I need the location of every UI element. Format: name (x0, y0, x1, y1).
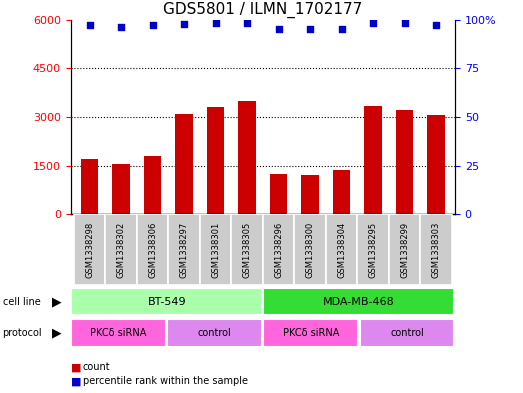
Text: PKCδ siRNA: PKCδ siRNA (90, 328, 147, 338)
Point (211, 19, 220, 26)
Bar (144, 156, 161, 214)
Bar (427, 115, 445, 214)
Bar (200, 214, 231, 285)
Bar (175, 114, 192, 214)
Bar (71, 288, 262, 316)
Bar (264, 319, 358, 347)
Text: ▶: ▶ (52, 327, 61, 340)
Bar (167, 319, 262, 347)
Text: GSM1338299: GSM1338299 (400, 222, 409, 277)
Point (243, 19, 251, 26)
Text: GSM1338306: GSM1338306 (148, 221, 157, 278)
Text: ▶: ▶ (52, 295, 61, 309)
Point (401, 19, 409, 26)
Text: percentile rank within the sample: percentile rank within the sample (83, 376, 247, 386)
Text: cell line: cell line (3, 297, 40, 307)
Text: MDA-MB-468: MDA-MB-468 (323, 297, 395, 307)
Bar (396, 110, 413, 214)
Bar (112, 164, 130, 214)
Text: GSM1338297: GSM1338297 (179, 221, 188, 278)
Bar (359, 319, 454, 347)
Point (306, 26, 314, 33)
Bar (207, 107, 224, 214)
Text: GSM1338300: GSM1338300 (305, 221, 314, 278)
Bar (301, 175, 319, 214)
Bar (71, 319, 166, 347)
Bar (420, 214, 452, 285)
Point (432, 22, 440, 29)
Bar (389, 214, 420, 285)
Point (337, 26, 346, 33)
Text: protocol: protocol (3, 328, 42, 338)
Point (149, 22, 157, 29)
Title: GDS5801 / ILMN_1702177: GDS5801 / ILMN_1702177 (163, 2, 362, 18)
Bar (264, 288, 454, 316)
Text: GSM1338298: GSM1338298 (85, 221, 94, 278)
Bar (74, 214, 105, 285)
Text: count: count (83, 362, 110, 373)
Text: GSM1338296: GSM1338296 (274, 221, 283, 278)
Text: GSM1338295: GSM1338295 (369, 222, 378, 277)
Bar (270, 174, 287, 214)
Text: GSM1338304: GSM1338304 (337, 221, 346, 278)
Text: GSM1338301: GSM1338301 (211, 221, 220, 278)
Text: BT-549: BT-549 (147, 297, 186, 307)
Bar (105, 214, 137, 285)
Bar (333, 171, 350, 214)
Text: GSM1338305: GSM1338305 (243, 221, 252, 278)
Point (369, 19, 377, 26)
Text: control: control (390, 328, 424, 338)
Text: ■: ■ (71, 362, 81, 373)
Bar (231, 214, 263, 285)
Bar (357, 214, 389, 285)
Text: ■: ■ (71, 376, 81, 386)
Bar (168, 214, 200, 285)
Bar (238, 101, 256, 214)
Point (180, 20, 188, 27)
Point (275, 26, 283, 33)
Text: GSM1338303: GSM1338303 (431, 221, 440, 278)
Bar (365, 106, 382, 214)
Text: control: control (198, 328, 232, 338)
Bar (294, 214, 326, 285)
Text: PKCδ siRNA: PKCδ siRNA (282, 328, 339, 338)
Point (85, 22, 94, 29)
Point (117, 24, 125, 31)
Bar (263, 214, 294, 285)
Bar (137, 214, 168, 285)
Bar (81, 159, 98, 214)
Text: GSM1338302: GSM1338302 (117, 221, 126, 278)
Bar (326, 214, 357, 285)
